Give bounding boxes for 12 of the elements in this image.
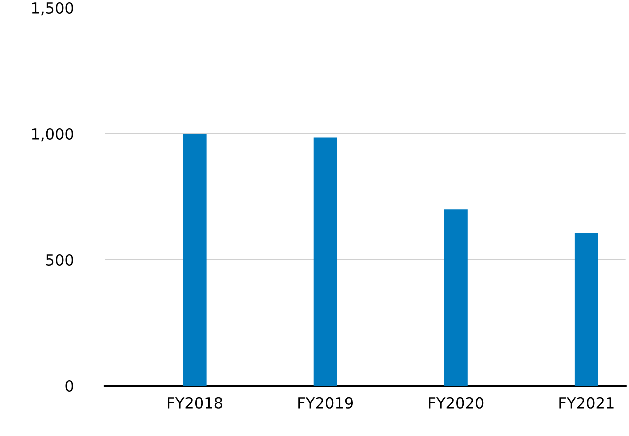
y-tick-label: 500: [46, 254, 74, 266]
bar: [574, 234, 598, 386]
x-tick-label: FY2020: [429, 397, 484, 409]
y-tick-label: 1,500: [32, 2, 74, 16]
y-tick-label: 0: [66, 380, 74, 392]
y-tick-label: 1,000: [32, 128, 74, 142]
x-tick-label: FY2021: [560, 397, 614, 409]
x-tick-label: FY2018: [168, 397, 223, 409]
bar: [314, 138, 338, 386]
bar: [444, 210, 468, 386]
x-tick-label: FY2019: [298, 397, 354, 409]
bar: [183, 134, 207, 386]
